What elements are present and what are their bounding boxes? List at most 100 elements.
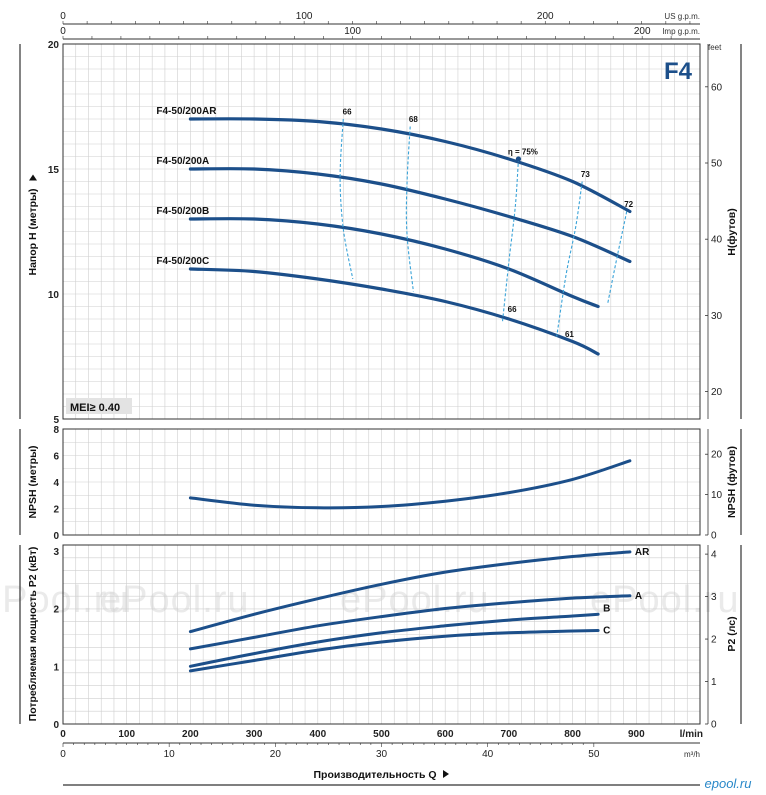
npsh-panel-frame — [62, 428, 701, 536]
head-right-tick-label: 50 — [711, 159, 723, 170]
x-axis-arrow-icon — [443, 770, 449, 778]
head-curve-f4-50-200a — [188, 167, 632, 264]
model-label: F4-50/200AR — [156, 106, 217, 117]
mei-badge-text: MEI≥ 0.40 — [70, 402, 120, 414]
head-right-tick-label: 20 — [711, 387, 723, 398]
head-curve-f4-50-200c — [188, 267, 600, 356]
lmin-tick-label: 400 — [309, 729, 326, 740]
usgpm-tick-label: 0 — [60, 11, 66, 22]
m3h-tick-label: 30 — [376, 749, 388, 760]
npsh-y-tick-label: 0 — [53, 531, 59, 542]
npsh-y-tick-label: 8 — [53, 425, 59, 436]
x-axis-label: Производительность Q — [313, 769, 436, 781]
chart-title: F4 — [664, 58, 693, 85]
head-y-axis-label-right: H(футов) — [726, 208, 738, 255]
efficiency-label: 66 — [508, 305, 517, 314]
npsh-y-axis-label-right: NPSH (футов) — [726, 446, 738, 518]
head-panel-frame — [62, 43, 701, 420]
power-right-tick-label: 2 — [711, 635, 717, 646]
head-y-tick-label: 20 — [48, 40, 60, 51]
watermark-text: ePool.ru — [0, 579, 130, 621]
npsh-y-tick-label: 2 — [53, 505, 59, 516]
model-label: F4-50/200C — [156, 256, 209, 267]
head-y-tick-label: 15 — [48, 165, 60, 176]
npsh-curve — [188, 459, 632, 510]
npsh-right-tick-label: 20 — [711, 450, 723, 461]
lmin-tick-label: 300 — [246, 729, 263, 740]
head-y-tick-label: 10 — [48, 290, 60, 301]
lmin-tick-label: 200 — [182, 729, 199, 740]
watermark-text: ePool.ru — [340, 579, 490, 621]
lmin-tick-label: 0 — [60, 729, 66, 740]
head-y-tick-label: 5 — [53, 415, 59, 426]
impgpm-tick-label: 100 — [344, 26, 361, 37]
head-curve-f4-50-200b — [188, 217, 600, 309]
y-axis-arrow-icon — [29, 174, 37, 181]
power-y-axis-label: Потребляемая мощность P2 (кВт) — [27, 547, 39, 722]
npsh-right-tick-label: 10 — [711, 490, 723, 501]
m3h-tick-label: 0 — [60, 749, 66, 760]
panel-frames — [19, 43, 742, 786]
feet-unit: feet — [708, 43, 722, 52]
lmin-tick-label: 600 — [437, 729, 454, 740]
series-layer — [188, 117, 632, 673]
power-y-tick-label: 3 — [53, 547, 59, 558]
impgpm-tick-label: 0 — [60, 26, 66, 37]
lmin-tick-label: 900 — [628, 729, 645, 740]
watermark-text: ePool.ru — [100, 579, 250, 621]
m3h-tick-label: 10 — [164, 749, 176, 760]
power-y-tick-label: 2 — [53, 605, 59, 616]
efficiency-line — [607, 211, 628, 305]
head-right-tick-label: 60 — [711, 82, 723, 93]
best-efficiency-point — [515, 156, 522, 162]
lmin-tick-label: 700 — [501, 729, 518, 740]
m3h-tick-label: 20 — [270, 749, 282, 760]
labels-layer: F4-50/200AR F4-50/200A F4-50/200B F4-50/200… — [156, 106, 650, 636]
model-label: F4-50/200B — [156, 206, 209, 217]
impgpm-tick-label: 200 — [634, 26, 651, 37]
head-y-axis-label: Напор H (метры) — [27, 189, 39, 276]
lmin-tick-label: 800 — [564, 729, 581, 740]
model-label: F4-50/200A — [156, 156, 209, 167]
efficiency-label: η = 75% — [508, 148, 538, 157]
power-y-tick-label: 1 — [53, 662, 59, 673]
efficiency-label: 68 — [409, 115, 418, 124]
power-curve-a — [188, 594, 632, 651]
efficiency-line — [556, 181, 583, 337]
power-series-label: C — [603, 625, 610, 636]
usgpm-tick-label: 200 — [537, 11, 554, 22]
head-right-tick-label: 30 — [711, 311, 723, 322]
grid-layer — [63, 44, 700, 724]
impgpm-unit: Imp g.p.m. — [662, 27, 700, 36]
logo: epool.ru — [705, 776, 752, 791]
power-series-label: AR — [635, 547, 650, 558]
npsh-y-axis-label: NPSH (метры) — [27, 445, 39, 518]
npsh-right-tick-label: 0 — [711, 531, 717, 542]
power-right-tick-label: 3 — [711, 592, 717, 603]
x-axis-title: Производительность Q — [313, 769, 449, 781]
power-y-tick-label: 0 — [53, 720, 59, 731]
m3h-tick-label: 40 — [482, 749, 494, 760]
npsh-y-tick-label: 4 — [53, 478, 59, 489]
efficiency-line — [501, 158, 520, 322]
npsh-y-tick-label: 6 — [53, 452, 59, 463]
power-right-tick-label: 4 — [711, 550, 717, 561]
power-right-tick-label: 1 — [711, 677, 717, 688]
efficiency-line — [339, 118, 354, 280]
m3h-unit: m³/h — [684, 750, 700, 759]
lmin-unit: l/min — [680, 729, 703, 740]
usgpm-tick-label: 100 — [296, 11, 313, 22]
power-series-label: B — [603, 603, 610, 614]
m3h-tick-label: 50 — [588, 749, 600, 760]
power-y-axis-label-right: P2 (лс) — [726, 616, 738, 651]
power-series-label: A — [635, 591, 642, 602]
efficiency-label: 66 — [343, 108, 352, 117]
watermark-text: ePool.ru — [590, 579, 740, 621]
usgpm-unit: US g.p.m. — [664, 12, 700, 21]
efficiency-label: 73 — [581, 170, 590, 179]
head-curve-f4-50-200ar — [188, 117, 632, 214]
power-right-tick-label: 0 — [711, 720, 717, 731]
